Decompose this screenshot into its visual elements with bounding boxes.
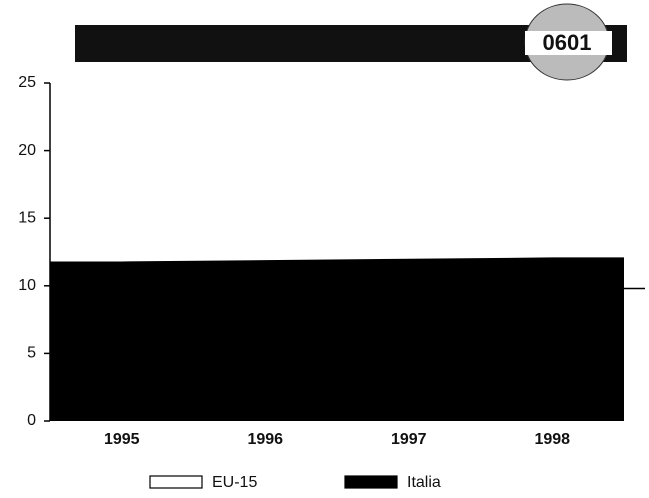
x-tick-label: 1996	[247, 431, 283, 448]
y-tick-label: 0	[27, 412, 36, 429]
area	[50, 257, 624, 421]
badge-text: 0601	[543, 30, 592, 55]
badge-box	[525, 31, 612, 55]
y-tick-label: 15	[18, 209, 36, 226]
legend-swatch	[149, 475, 203, 489]
x-tick-label: 1995	[104, 431, 140, 448]
y-tick-label: 5	[27, 345, 36, 362]
x-tick-label: 1998	[534, 431, 570, 448]
y-tick-label: 20	[18, 142, 36, 159]
y-tick-label: 25	[18, 74, 36, 91]
legend-swatch	[344, 475, 398, 489]
legend-label: EU-15	[212, 474, 257, 491]
legend-label: Italia	[407, 474, 441, 491]
y-tick-label: 10	[18, 277, 36, 294]
x-tick-label: 1997	[391, 431, 427, 448]
